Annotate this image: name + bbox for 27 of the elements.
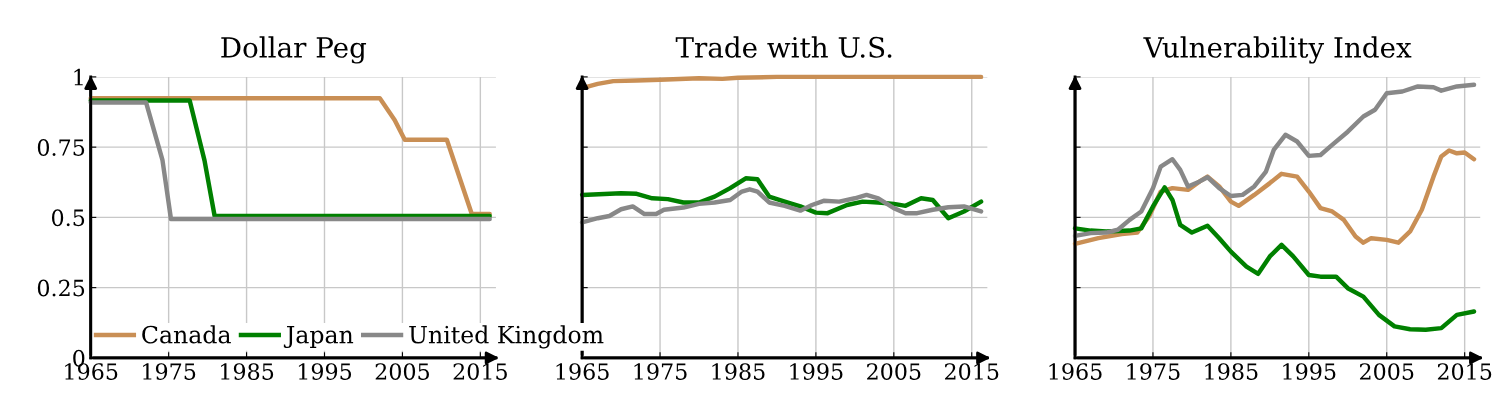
chart-title: Trade with U.S. (675, 36, 892, 58)
x-tick-label: 1985 (1205, 363, 1258, 380)
x-tick-label: 1965 (1049, 363, 1102, 380)
y-tick-label: 0.75 (37, 139, 85, 156)
chart-title: Dollar Peg (221, 36, 367, 64)
y-tick-label: 0.5 (51, 209, 85, 227)
x-tick-label: 1995 (790, 363, 843, 380)
x-tick-label: 1985 (221, 363, 274, 380)
x-tick-label: 2015 (453, 363, 507, 380)
x-tick-label: 1995 (1283, 363, 1336, 380)
legend-label: Japan (283, 325, 354, 349)
x-tick-label: 1975 (1127, 363, 1180, 380)
x-tick-label: 1965 (556, 363, 609, 380)
x-tick-label: 2015 (1437, 363, 1492, 380)
x-tick-label: 2005 (375, 363, 429, 380)
x-tick-label: 1985 (712, 363, 765, 380)
legend-label: Canada (142, 325, 231, 344)
x-tick-label: 2005 (867, 363, 921, 380)
x-tick-label: 1975 (143, 363, 196, 380)
x-tick-label: 1995 (298, 363, 352, 380)
chart-title: Vulnerability Index (1143, 36, 1412, 64)
y-tick-label: 1 (74, 68, 83, 86)
x-tick-label: 2005 (1359, 363, 1414, 380)
legend-label: United Kingdom (409, 325, 604, 349)
y-tick-label: 0.25 (37, 279, 85, 297)
x-tick-label: 1975 (634, 363, 687, 380)
x-tick-label: 2015 (944, 363, 999, 380)
